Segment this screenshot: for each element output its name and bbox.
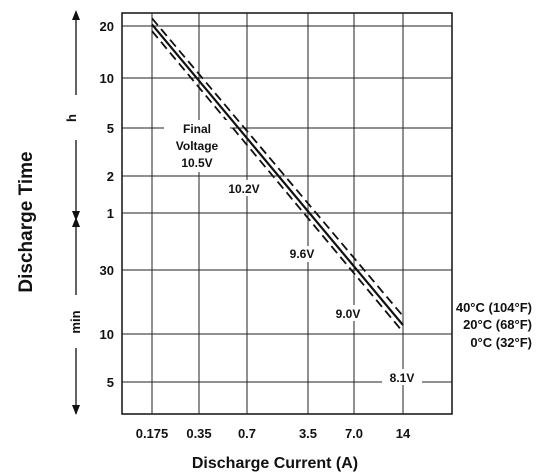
voltage-label: 9.0V [336,307,361,321]
y-tick-label: 2 [107,169,114,184]
voltage-label: 9.6V [290,247,315,261]
x-tick-label: 3.5 [299,426,317,441]
y-tick-label: 10 [100,71,114,86]
x-tick-label: 7.0 [345,426,363,441]
x-tick-label: 0.35 [186,426,211,441]
voltage-9-0-bg [328,305,368,321]
grid [122,13,452,414]
final-voltage-label-bg [164,120,230,172]
hours-bracket [72,10,80,221]
y-tick-label: 5 [107,375,114,390]
legend-label-20c: 20°C (68°F) [463,317,532,332]
discharge-curve-2 [151,30,404,333]
voltage-label: 10.2V [228,182,259,196]
discharge-curve-1 [151,23,404,326]
minutes-unit-label: min [68,310,83,333]
final-voltage-label-line3: 10.5V [181,156,212,170]
x-tick-label: 0.175 [136,426,169,441]
minutes-bracket [72,217,80,415]
x-axis-title: Discharge Current (A) [192,455,358,472]
y-tick-label: 10 [100,327,114,342]
y-tick-label: 30 [100,263,114,278]
legend-label-0c: 0°C (32°F) [470,335,532,350]
voltage-8-1-bg [382,369,422,385]
final-voltage-label-line2: Voltage [176,139,219,153]
hours-unit-label: h [64,114,79,122]
voltage-9-6-bg [282,246,322,262]
discharge-curve-0 [151,17,404,317]
legend-label-40c: 40°C (104°F) [456,300,532,315]
voltage-label: 8.1V [390,371,415,385]
y-tick-label: 20 [100,19,114,34]
y-tick-label: 1 [107,206,114,221]
y-tick-label: 5 [107,121,114,136]
x-tick-label: 14 [396,426,411,441]
y-axis-title: Discharge Time [16,151,37,292]
final-voltage-label-line1: Final [183,122,211,136]
x-tick-label: 0.7 [238,426,256,441]
voltage-10-2-bg [222,180,266,196]
curves [151,17,404,333]
